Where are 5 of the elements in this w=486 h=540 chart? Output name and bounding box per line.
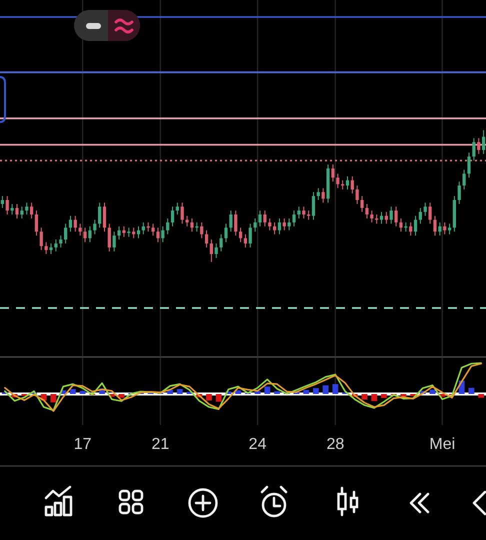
- x-tick-label: 21: [151, 436, 170, 453]
- x-tick-label: 28: [326, 436, 344, 453]
- x-tick-label: 24: [248, 436, 267, 453]
- x-tick-label: 17: [74, 436, 92, 453]
- x-tick-label: Mei: [429, 436, 456, 453]
